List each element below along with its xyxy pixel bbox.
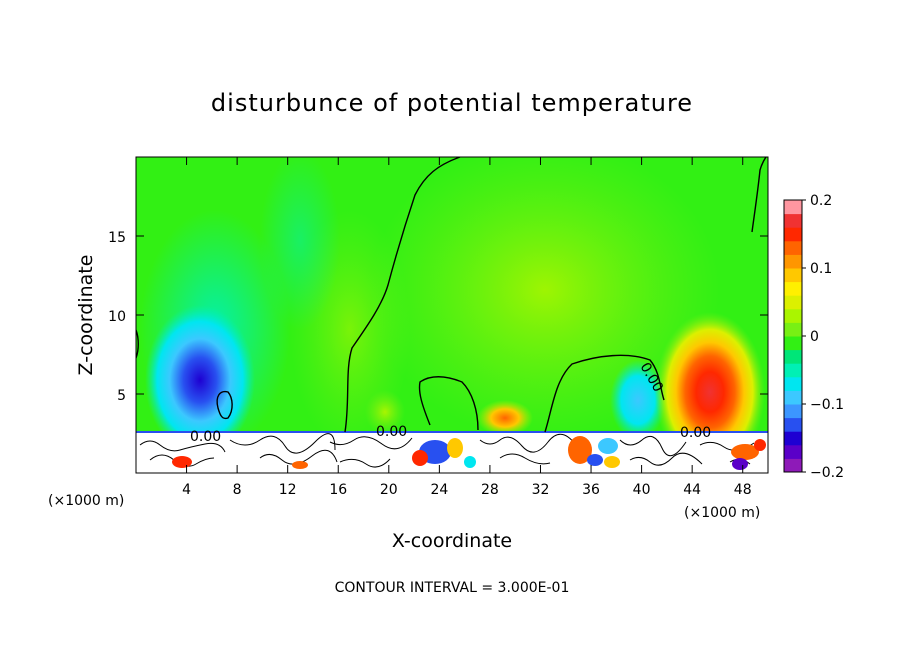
colorbar-swatch	[784, 376, 802, 391]
contour-label: 0.00	[680, 425, 711, 441]
colorbar-swatch	[784, 390, 802, 405]
colorbar-swatch	[784, 308, 802, 323]
colorbar: 0.2 0.1 0 −0.1 −0.2	[783, 193, 844, 481]
colorbar-swatch	[784, 322, 802, 337]
y-axis: 5 10 15	[108, 230, 768, 404]
plot-field: 0.00 0.00 0.00 0.00	[136, 157, 768, 473]
colorbar-tick-label: 0.2	[810, 193, 832, 209]
colorbar-swatch	[784, 404, 802, 419]
contour-label: 0.00	[190, 429, 221, 445]
colorbar-swatch	[784, 417, 802, 432]
colorbar-swatch	[784, 349, 802, 364]
y-axis-title: Z-coordinate	[75, 255, 97, 376]
contour-interval-note: CONTOUR INTERVAL = 3.000E-01	[335, 580, 570, 596]
colorbar-swatch	[784, 240, 802, 255]
colorbar-swatch	[784, 458, 802, 473]
x-tick-label: 4	[182, 482, 191, 498]
chart-title: disturbunce of potential temperature	[211, 89, 693, 117]
x-tick-label: 24	[430, 482, 448, 498]
boundary-layer-noise	[139, 433, 766, 470]
colorbar-swatch	[784, 363, 802, 378]
x-tick-label: 20	[380, 482, 398, 498]
x-tick-label: 36	[582, 482, 600, 498]
y-tick-label: 15	[108, 230, 126, 246]
x-tick-label: 44	[683, 482, 701, 498]
colorbar-tick-label: −0.1	[810, 397, 844, 413]
colorbar-swatch	[784, 227, 802, 242]
colorbar-swatch	[784, 268, 802, 283]
x-tick-label: 40	[633, 482, 651, 498]
x-axis-title: X-coordinate	[392, 530, 512, 552]
x-tick-label: 8	[233, 482, 242, 498]
zero-contour-lines	[136, 157, 767, 433]
y-axis-unit-right: (×1000 m)	[684, 505, 760, 521]
x-axis-unit-left: (×1000 m)	[48, 493, 124, 509]
x-tick-label: 12	[279, 482, 297, 498]
colorbar-swatch	[784, 213, 802, 228]
colorbar-swatch	[784, 295, 802, 310]
x-tick-label: 16	[329, 482, 347, 498]
x-tick-label: 32	[532, 482, 550, 498]
colorbar-swatch	[784, 431, 802, 446]
colorbar-tick-label: 0.1	[810, 261, 832, 277]
colorbar-swatch	[784, 281, 802, 296]
colorbar-swatch	[784, 200, 802, 215]
colorbar-tick-label: −0.2	[810, 465, 844, 481]
y-tick-label: 10	[108, 309, 126, 325]
y-tick-label: 5	[117, 388, 126, 404]
colorbar-swatch	[784, 336, 802, 351]
x-tick-label: 28	[481, 482, 499, 498]
colorbar-swatch	[784, 444, 802, 459]
contour-label: 0.00	[376, 424, 407, 440]
colorbar-tick-label: 0	[810, 329, 819, 345]
x-axis: 4 8 12 16 20 24 28 32 36 40 44 48	[182, 157, 752, 498]
x-tick-label: 48	[734, 482, 752, 498]
colorbar-swatch	[784, 254, 802, 269]
